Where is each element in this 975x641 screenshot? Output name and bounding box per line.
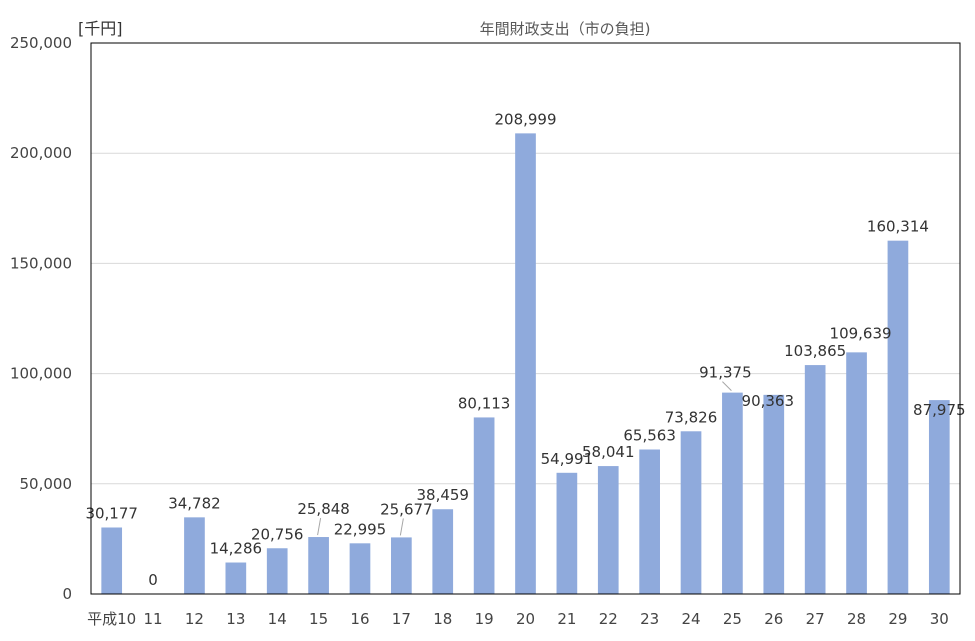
leader-line [399,518,404,536]
x-tick-label: 12 [185,610,204,628]
bar [184,517,205,594]
data-label: 38,459 [416,486,469,504]
bars [101,133,950,594]
data-label: 58,041 [582,443,635,461]
data-label: 65,563 [623,426,676,444]
data-label: 80,113 [458,394,511,412]
x-tick-label: 19 [475,610,494,628]
bar [391,537,412,594]
x-tick-label: 13 [226,610,245,628]
bar [473,417,495,594]
y-unit-label: [千円] [78,19,123,38]
data-label: 54,991 [541,450,594,468]
x-tick-label: 21 [557,610,576,628]
x-tick-label: 29 [888,610,907,628]
data-label: 87,975 [913,401,966,419]
x-tick-label: 14 [268,610,287,628]
bar [349,543,371,594]
data-label: 20,756 [251,525,304,543]
bar [928,400,950,594]
bar [639,449,660,594]
y-tick-label: 250,000 [10,34,72,52]
x-tick-label: 28 [847,610,866,628]
bar [763,394,785,594]
axes: 0 50,000 100,000 150,000 200,000 250,000 平成10 1… [10,34,961,628]
data-label: 25,848 [297,500,350,518]
bar [225,562,247,594]
y-tick-label: 0 [62,585,72,603]
bar [101,527,123,594]
data-label: 160,314 [867,218,929,236]
bar [432,509,454,594]
chart-title: 年間財政支出（市の負担) [480,20,651,38]
x-tick-label: 17 [392,610,411,628]
leader-line [317,517,322,536]
data-label: 0 [148,571,158,589]
leader-line [722,381,732,391]
y-tick-label: 100,000 [10,365,72,383]
data-label: 34,782 [168,494,221,512]
x-tick-label: 平成10 [87,610,136,628]
data-label: 14,286 [210,540,263,558]
x-tick-label: 20 [516,610,535,628]
bar [846,352,867,594]
x-tick-label: 16 [350,610,369,628]
y-tick-label: 50,000 [20,475,73,493]
plot-frame [90,42,961,595]
data-label: 103,865 [784,342,846,360]
x-tick-label: 23 [640,610,659,628]
bar [308,537,329,594]
bar [804,365,826,594]
x-tick-label: 15 [309,610,328,628]
data-label: 109,639 [830,324,892,342]
x-tick-label: 22 [599,610,618,628]
data-label: 91,375 [699,364,752,382]
x-tick-label: 18 [433,610,452,628]
y-tick-label: 150,000 [10,254,72,272]
bar [515,133,536,594]
bar [266,548,288,594]
data-label: 90,363 [742,392,795,410]
data-label: 22,995 [334,520,387,538]
y-tick-label: 200,000 [10,144,72,162]
bar [887,240,909,594]
bar [722,392,743,594]
x-tick-label: 26 [764,610,783,628]
x-tick-label: 24 [681,610,700,628]
bar [597,466,619,594]
x-tick-label: 27 [806,610,825,628]
bar [680,431,702,594]
x-tick-label: 11 [144,610,163,628]
data-label: 208,999 [494,110,556,128]
data-label: 30,177 [85,504,138,522]
bar [556,472,578,594]
x-tick-label: 30 [930,610,949,628]
data-label: 73,826 [665,408,718,426]
data-label: 25,677 [380,500,433,518]
x-tick-label: 25 [723,610,742,628]
